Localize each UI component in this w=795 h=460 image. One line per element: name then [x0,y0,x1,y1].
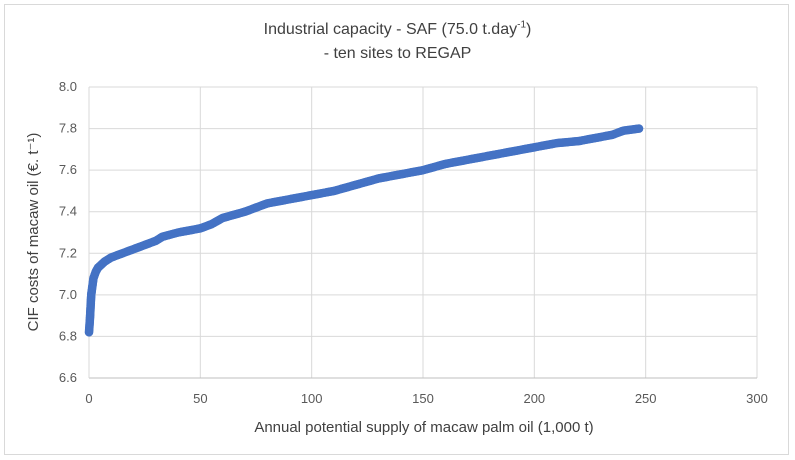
chart-title-prefix: Industrial capacity - SAF (75.0 t.day [263,21,518,38]
data-series [84,124,644,337]
x-tick-label: 300 [746,391,768,406]
y-tick-label: 7.6 [59,162,77,177]
x-tick-label: 150 [412,391,434,406]
y-tick-label: 6.6 [59,370,77,385]
y-tick-label: 7.8 [59,121,77,136]
x-tick-label: 50 [193,391,207,406]
x-tick-label: 200 [523,391,545,406]
y-tick-labels: 6.6 6.8 7.0 7.2 7.4 7.6 7.8 8.0 [59,79,77,385]
data-point [634,124,644,133]
y-tick-label: 7.0 [59,287,77,302]
y-tick-label: 6.8 [59,328,77,343]
y-axis-title: CIF costs of macaw oil (€. t⁻¹) [25,133,42,332]
chart-title: Industrial capacity - SAF (75.0 t.day-1) [0,19,795,39]
chart-title-superscript: -1 [517,19,527,31]
chart-title-suffix: ) [526,21,532,38]
x-tick-label: 0 [85,391,92,406]
y-tick-label: 7.4 [59,204,77,219]
x-tick-label: 100 [301,391,323,406]
chart-frame [4,4,789,455]
y-tick-label: 8.0 [59,79,77,94]
y-tick-label: 7.2 [59,245,77,260]
x-tick-labels: 0 50 100 150 200 250 300 [85,391,767,406]
chart-subtitle: - ten sites to REGAP [323,45,472,62]
x-axis-title: Annual potential supply of macaw palm oi… [254,419,593,436]
x-tick-label: 250 [635,391,657,406]
